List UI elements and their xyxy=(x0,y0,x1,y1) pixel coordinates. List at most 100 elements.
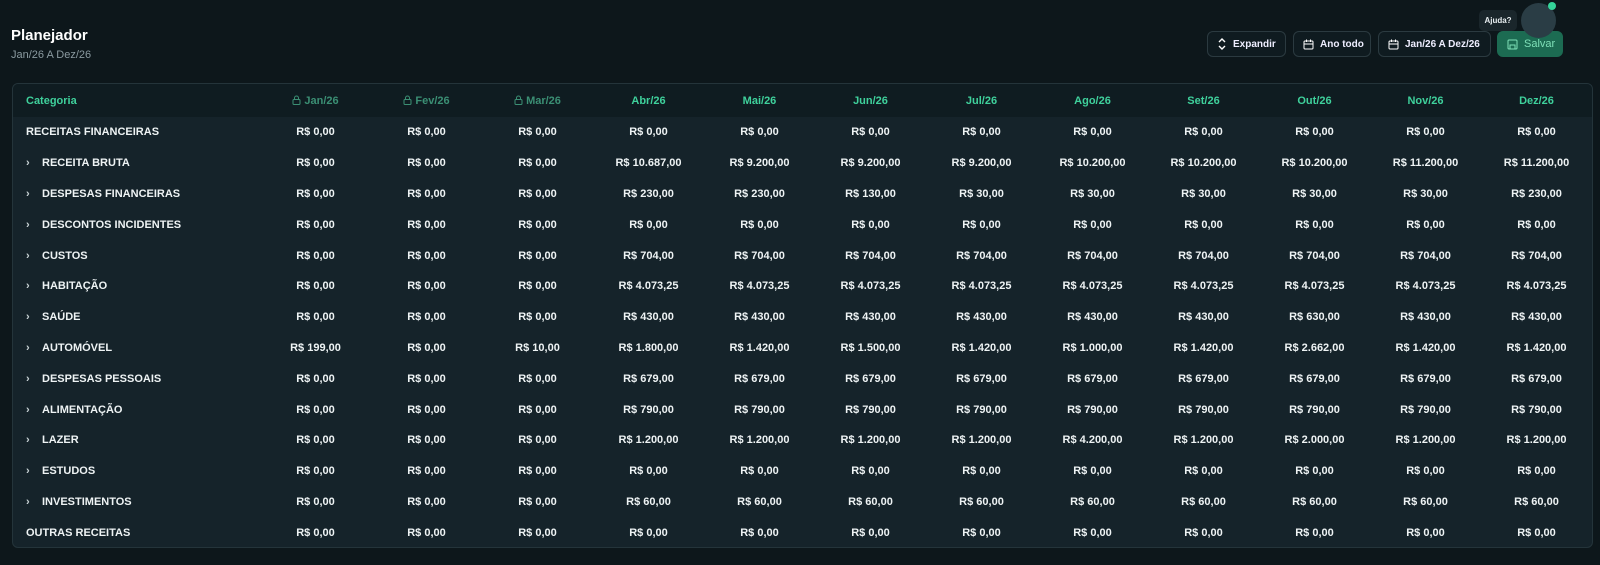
page-title: Planejador xyxy=(11,27,88,44)
month-header: Jun/26 xyxy=(815,84,926,117)
expand-chevron[interactable]: › xyxy=(26,341,30,354)
value-cell: R$ 704,00 xyxy=(1400,249,1451,262)
value-cell: R$ 60,00 xyxy=(1181,495,1226,508)
expand-chevron[interactable]: › xyxy=(26,372,30,385)
value-cell: R$ 1.200,00 xyxy=(1173,434,1234,447)
value-cell: R$ 0,00 xyxy=(296,126,335,139)
value-cell: R$ 10.200,00 xyxy=(1281,157,1348,170)
category-cell: › DESPESAS FINANCEIRAS xyxy=(13,179,260,210)
value-cell: R$ 60,00 xyxy=(626,495,671,508)
value-cell: R$ 4.073,25 xyxy=(618,280,679,293)
value-cell: R$ 30,00 xyxy=(1403,187,1448,200)
value-cell: R$ 0,00 xyxy=(296,157,335,170)
value-cell: R$ 0,00 xyxy=(407,218,446,231)
button-label: Salvar xyxy=(1524,38,1556,50)
value-cell: R$ 1.500,00 xyxy=(840,341,901,354)
month-header: Abr/26 xyxy=(593,84,704,117)
value-cell: R$ 430,00 xyxy=(956,311,1007,324)
value-cell: R$ 704,00 xyxy=(845,249,896,262)
table-row: › RECEITA BRUTA R$ 0,00 R$ 0,00 R$ 0,00 R$ 10… xyxy=(13,148,1592,179)
expand-chevron[interactable]: › xyxy=(26,157,30,170)
period-button[interactable]: Ano todo xyxy=(1293,31,1371,57)
table-row: › CUSTOS R$ 0,00 R$ 0,00 R$ 0,00 R$ 704,00 R$ … xyxy=(13,240,1592,271)
value-cell: R$ 0,00 xyxy=(407,526,446,539)
value-cell: R$ 10.200,00 xyxy=(1059,157,1126,170)
expand-chevron[interactable]: › xyxy=(26,187,30,200)
value-cell: R$ 10,00 xyxy=(515,341,560,354)
value-cell: R$ 0,00 xyxy=(1073,465,1112,478)
expand-chevron[interactable]: › xyxy=(26,434,30,447)
value-cell: R$ 0,00 xyxy=(518,218,557,231)
expand-chevron[interactable]: › xyxy=(26,465,30,478)
value-cell: R$ 679,00 xyxy=(1067,372,1118,385)
value-cell: R$ 0,00 xyxy=(1184,465,1223,478)
category-name: HABITAÇÃO xyxy=(42,280,108,293)
month-header: Dez/26 xyxy=(1481,84,1592,117)
value-cell: R$ 0,00 xyxy=(407,495,446,508)
value-cell: R$ 60,00 xyxy=(848,495,893,508)
value-cell: R$ 0,00 xyxy=(1517,126,1556,139)
value-cell: R$ 30,00 xyxy=(959,187,1004,200)
value-cell: R$ 0,00 xyxy=(518,526,557,539)
table-row: › DESPESAS FINANCEIRAS R$ 0,00 R$ 0,00 R$ 0,… xyxy=(13,179,1592,210)
range-button[interactable]: Jan/26 A Dez/26 xyxy=(1378,31,1491,57)
month-label: Set/26 xyxy=(1187,94,1220,107)
category-cell: › AUTOMÓVEL xyxy=(13,333,260,364)
month-label: Mai/26 xyxy=(742,94,777,107)
value-cell: R$ 0,00 xyxy=(1406,218,1445,231)
value-cell: R$ 11.200,00 xyxy=(1392,157,1459,170)
value-cell: R$ 0,00 xyxy=(518,126,557,139)
category-cell: › ESTUDOS xyxy=(13,456,260,487)
month-label: Mar/26 xyxy=(526,94,561,107)
value-cell: R$ 1.000,00 xyxy=(1062,341,1123,354)
month-header: Out/26 xyxy=(1259,84,1370,117)
value-cell: R$ 0,00 xyxy=(740,126,779,139)
value-cell: R$ 0,00 xyxy=(740,218,779,231)
value-cell: R$ 2.662,00 xyxy=(1284,341,1345,354)
expand-chevron[interactable]: › xyxy=(26,403,30,416)
category-cell: › DESPESAS PESSOAIS xyxy=(13,363,260,394)
expand-chevron[interactable]: › xyxy=(26,218,30,231)
value-cell: R$ 0,00 xyxy=(296,372,335,385)
expand-chevron[interactable]: › xyxy=(26,311,30,324)
value-cell: R$ 0,00 xyxy=(296,434,335,447)
value-cell: R$ 0,00 xyxy=(962,126,1001,139)
value-cell: R$ 0,00 xyxy=(1406,526,1445,539)
month-header: Fev/26 xyxy=(371,84,482,117)
value-cell: R$ 679,00 xyxy=(845,372,896,385)
value-cell: R$ 679,00 xyxy=(734,372,785,385)
table-row: › HABITAÇÃO R$ 0,00 R$ 0,00 R$ 0,00 R$ 4.073,… xyxy=(13,271,1592,302)
month-header: Ago/26 xyxy=(1037,84,1148,117)
month-header: Jan/26 xyxy=(260,84,371,117)
expand-chevron[interactable]: › xyxy=(26,495,30,508)
month-label: Jul/26 xyxy=(965,94,998,107)
value-cell: R$ 1.420,00 xyxy=(729,341,790,354)
value-cell: R$ 679,00 xyxy=(1511,372,1562,385)
expand-button[interactable]: Expandir xyxy=(1207,31,1286,57)
value-cell: R$ 0,00 xyxy=(296,218,335,231)
value-cell: R$ 0,00 xyxy=(296,465,335,478)
category-cell: › LAZER xyxy=(13,425,260,456)
value-cell: R$ 430,00 xyxy=(734,311,785,324)
value-cell: R$ 0,00 xyxy=(962,465,1001,478)
value-cell: R$ 790,00 xyxy=(734,403,785,416)
value-cell: R$ 0,00 xyxy=(740,465,779,478)
value-cell: R$ 4.073,25 xyxy=(1173,280,1234,293)
planner-table: Categoria Jan/26 Fev/26 Mar/26 Abr/26 Mai/26… xyxy=(13,84,1592,547)
value-cell: R$ 0,00 xyxy=(296,495,335,508)
month-header: Jul/26 xyxy=(926,84,1037,117)
value-cell: R$ 0,00 xyxy=(518,372,557,385)
category-name: INVESTIMENTOS xyxy=(42,495,132,508)
category-cell: › CUSTOS xyxy=(13,240,260,271)
category-cell: › DESCONTOS INCIDENTES xyxy=(13,209,260,240)
category-cell: › HABITAÇÃO xyxy=(13,271,260,302)
value-cell: R$ 0,00 xyxy=(851,526,890,539)
expand-chevron[interactable]: › xyxy=(26,249,30,262)
help-bubble[interactable]: Ajuda? xyxy=(1479,10,1517,31)
value-cell: R$ 11.200,00 xyxy=(1503,157,1570,170)
category-name: DESPESAS FINANCEIRAS xyxy=(42,187,181,200)
value-cell: R$ 1.420,00 xyxy=(1506,341,1567,354)
expand-chevron[interactable]: › xyxy=(26,280,30,293)
value-cell: R$ 0,00 xyxy=(629,126,668,139)
value-cell: R$ 430,00 xyxy=(1178,311,1229,324)
